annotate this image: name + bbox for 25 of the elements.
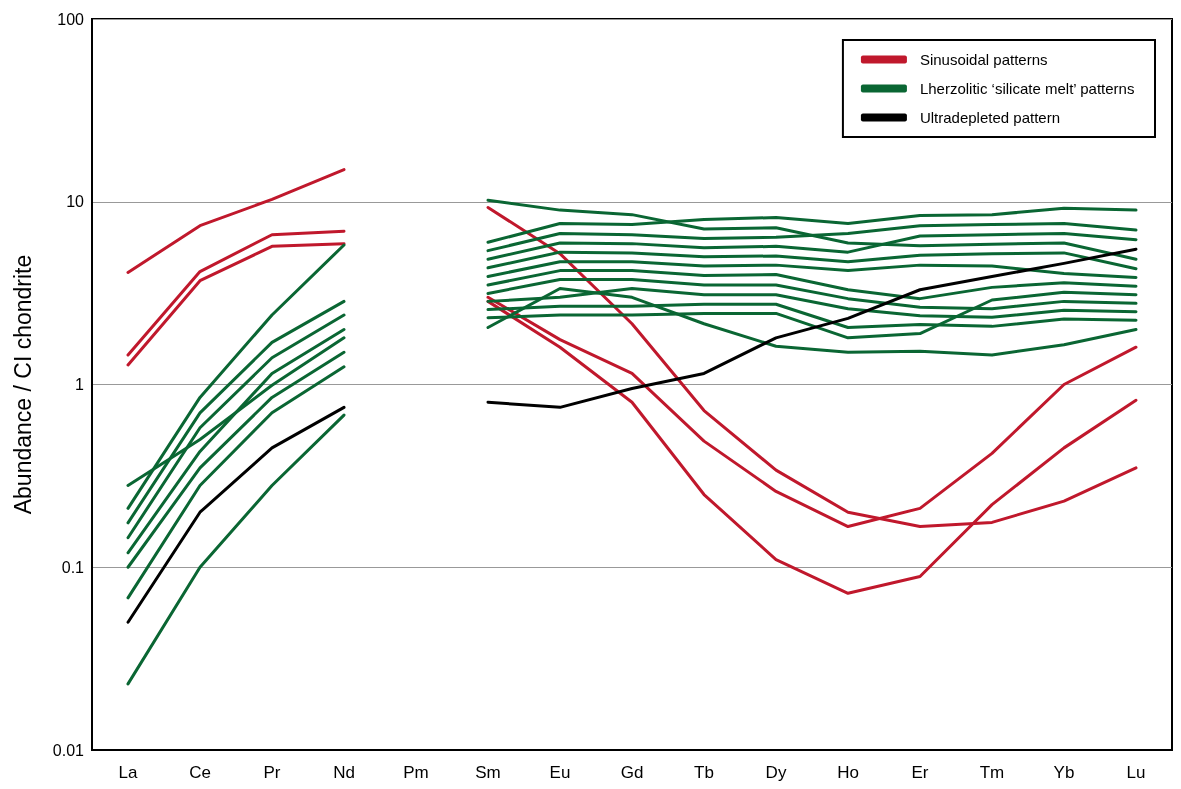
y-axis-title: Abundance / CI chondrite [9,254,36,515]
x-tick-label: Ho [837,763,859,782]
y-tick-label: 0.01 [52,741,85,759]
x-tick-label: Dy [765,763,787,782]
y-tick-label: 10 [66,193,85,211]
x-tick-label: Yb [1053,763,1075,782]
x-tick-label: Tb [694,763,714,782]
x-tick-label: Pm [403,763,429,782]
x-tick-label: Er [911,763,929,782]
legend-label: Sinusoidal patterns [919,51,1048,68]
x-tick-label: Nd [333,763,355,782]
y-tick-label: 100 [57,10,85,28]
x-tick-label: Ce [189,763,211,782]
x-tick-label: Sm [475,763,501,782]
x-tick-label: La [118,763,138,782]
y-tick-label: 0.1 [61,558,85,576]
x-tick-label: Tm [979,763,1005,782]
x-tick-label: Lu [1126,763,1146,782]
y-tick-label: 1 [75,376,85,393]
x-tick-label: Eu [549,763,571,782]
x-tick-label: Pr [263,763,281,782]
legend-label: Lherzolitic ‘silicate melt’ patterns [919,80,1135,97]
legend-label: Ultradepleted pattern [919,109,1061,126]
x-tick-label: Gd [620,763,644,782]
line-series [486,260,1138,280]
